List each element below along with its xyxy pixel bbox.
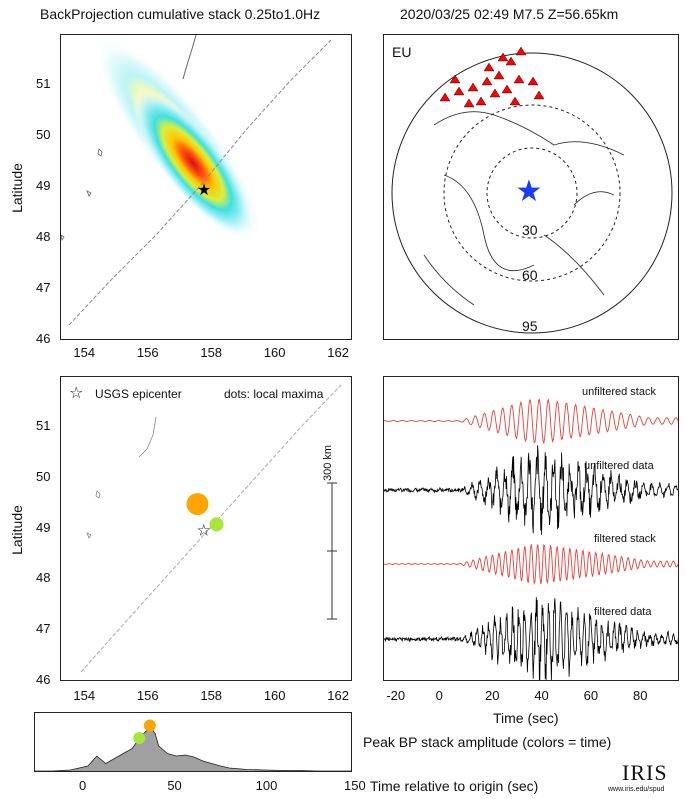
top-map-y-tick-label: 49 <box>36 178 51 193</box>
top-map-y-tick-label: 51 <box>36 76 51 91</box>
bottom-map-x-tick-label: 162 <box>327 688 349 703</box>
peak-x-tick-label: 50 <box>167 778 182 793</box>
top-map-y-tick-label: 46 <box>36 331 51 346</box>
legend-dots: dots: local maxima <box>224 387 324 401</box>
unfiltered-data-trace <box>384 445 678 535</box>
trace-xlabel: Time (sec) <box>493 710 559 726</box>
trace-x-tick-label: 20 <box>485 688 500 703</box>
trace-x-tick-label: -20 <box>386 688 406 703</box>
coastline-2 <box>138 416 157 458</box>
iris-url: www.iris.edu/spud <box>608 786 665 793</box>
bottom-map-y-tick-label: 50 <box>36 468 51 484</box>
trace-label-unfiltered-stack: unfiltered stack <box>582 386 656 398</box>
bottom-map-x-tick-label: 156 <box>136 688 159 703</box>
peak-x-tick-label: 150 <box>344 778 366 793</box>
peak-time-marker <box>143 719 156 732</box>
island-2 <box>86 190 92 197</box>
local-maximum-dot <box>186 493 209 516</box>
bottom-map-ylabel: Latitude <box>8 505 25 555</box>
distance-ring-30 <box>486 147 578 239</box>
backprojection-map: ★ <box>60 34 352 340</box>
station-globe-panel: EU ★ 30 60 95 <box>383 34 679 340</box>
peak-amplitude-panel <box>34 712 352 772</box>
peak-x-tick-label: 100 <box>255 778 278 793</box>
peak-amplitude-area <box>35 727 351 771</box>
epicenter-star: ★ <box>197 180 211 199</box>
trace-x-tick-label: 80 <box>633 688 648 703</box>
bottom-map-y-tick-label: 49 <box>36 519 51 535</box>
globe-outline <box>391 52 673 334</box>
ring-label-60: 60 <box>522 267 538 283</box>
island-1 <box>97 148 103 157</box>
event-title: 2020/03/25 02:49 M7.5 Z=56.65km <box>400 6 619 22</box>
iris-logo: IRIS <box>622 760 668 785</box>
local-maxima-map: ☆ ☆ USGS epicenter dots: local maxima 30… <box>60 376 352 681</box>
ring-label-30: 30 <box>522 222 538 238</box>
bottom-map-y-tick-label: 47 <box>36 621 51 637</box>
distance-ring-60 <box>443 104 621 282</box>
filtered-stack-trace <box>384 543 678 586</box>
globe-coastlines <box>423 111 625 306</box>
local-maximum-dot <box>209 517 224 532</box>
trace-x-tick-label: 40 <box>534 688 549 703</box>
island-4 <box>95 490 101 499</box>
legend-epicenter: USGS epicenter <box>95 387 182 401</box>
trace-x-tick-label: 60 <box>583 688 599 703</box>
bottom-map-x-tick-label: 154 <box>73 688 96 703</box>
legend-star-icon: ☆ <box>69 383 84 402</box>
peak-x-tick-label: 0 <box>79 778 87 793</box>
top-map-x-tick-label: 162 <box>327 345 349 360</box>
top-map-y-tick-label: 47 <box>36 280 51 295</box>
globe-epicenter-star: ★ <box>516 174 543 209</box>
peak-time-marker <box>133 732 146 744</box>
scalebar-label: 300 km <box>322 444 335 482</box>
top-map-x-tick-label: 154 <box>73 345 96 360</box>
bottom-map-y-tick-label: 46 <box>36 672 51 687</box>
island-3 <box>61 234 65 242</box>
network-label: EU <box>392 44 412 60</box>
trench-line <box>68 39 332 326</box>
ring-label-95: 95 <box>522 318 538 334</box>
seismogram-panel: unfiltered stack unfiltered data filtere… <box>383 376 679 681</box>
top-map-x-tick-label: 156 <box>136 345 159 360</box>
bottom-map-x-tick-label: 158 <box>200 688 223 703</box>
bottom-map-x-tick-label: 160 <box>263 688 286 703</box>
coastline <box>182 35 197 80</box>
bottom-map-y-tick-label: 51 <box>36 417 51 433</box>
top-map-x-tick-label: 160 <box>263 345 286 360</box>
top-map-y-tick-label: 50 <box>36 127 51 142</box>
trace-label-filtered-data: filtered data <box>594 606 652 618</box>
bp-energy-blob <box>132 89 254 237</box>
trace-x-tick-label: 0 <box>435 688 443 703</box>
bottom-map-y-tick-label: 48 <box>36 570 51 586</box>
trace-label-unfiltered-data: unfiltered data <box>584 460 654 472</box>
epicenter-outline-star: ☆ <box>197 521 211 540</box>
filtered-data-trace <box>384 597 678 680</box>
island-5 <box>86 532 92 539</box>
peak-xlabel: Time relative to origin (sec) <box>370 778 539 794</box>
top-map-ylabel: Latitude <box>8 163 25 213</box>
top-map-x-tick-label: 158 <box>200 345 223 360</box>
station-triangles <box>439 46 545 108</box>
top-map-y-tick-label: 48 <box>36 229 51 244</box>
trace-label-filtered-stack: filtered stack <box>594 533 656 545</box>
backprojection-title: BackProjection cumulative stack 0.25to1.… <box>40 6 321 22</box>
unfiltered-stack-trace <box>384 398 678 445</box>
peak-caption: Peak BP stack amplitude (colors = time) <box>363 734 612 750</box>
